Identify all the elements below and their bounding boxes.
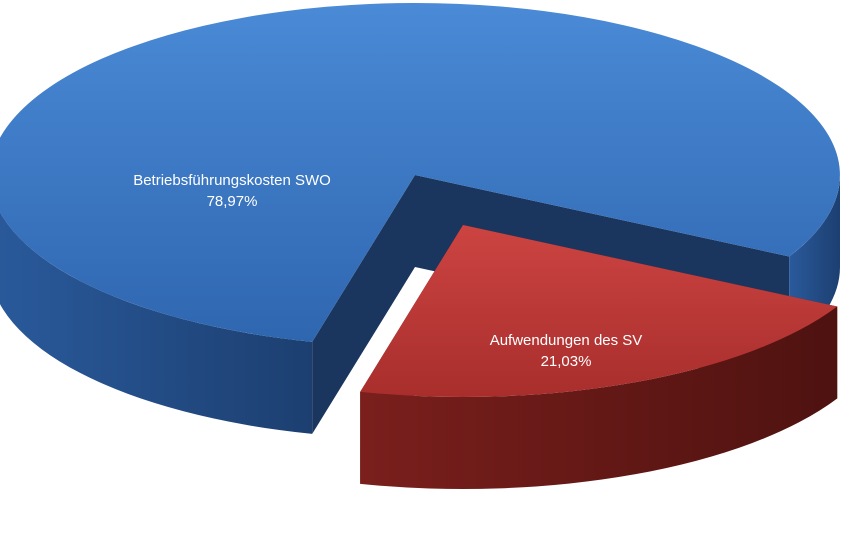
slice-label: Aufwendungen des SV — [490, 332, 643, 349]
slice-wall — [360, 306, 838, 490]
slice-value-label: 78,97% — [207, 193, 258, 210]
pie-slice — [360, 225, 838, 398]
pie-slice — [0, 3, 840, 342]
slice-face — [312, 175, 415, 434]
slice-label: Betriebsführungskosten SWO — [133, 172, 331, 189]
slice-wall — [0, 211, 313, 434]
slice-value-label: 21,03% — [541, 353, 592, 370]
